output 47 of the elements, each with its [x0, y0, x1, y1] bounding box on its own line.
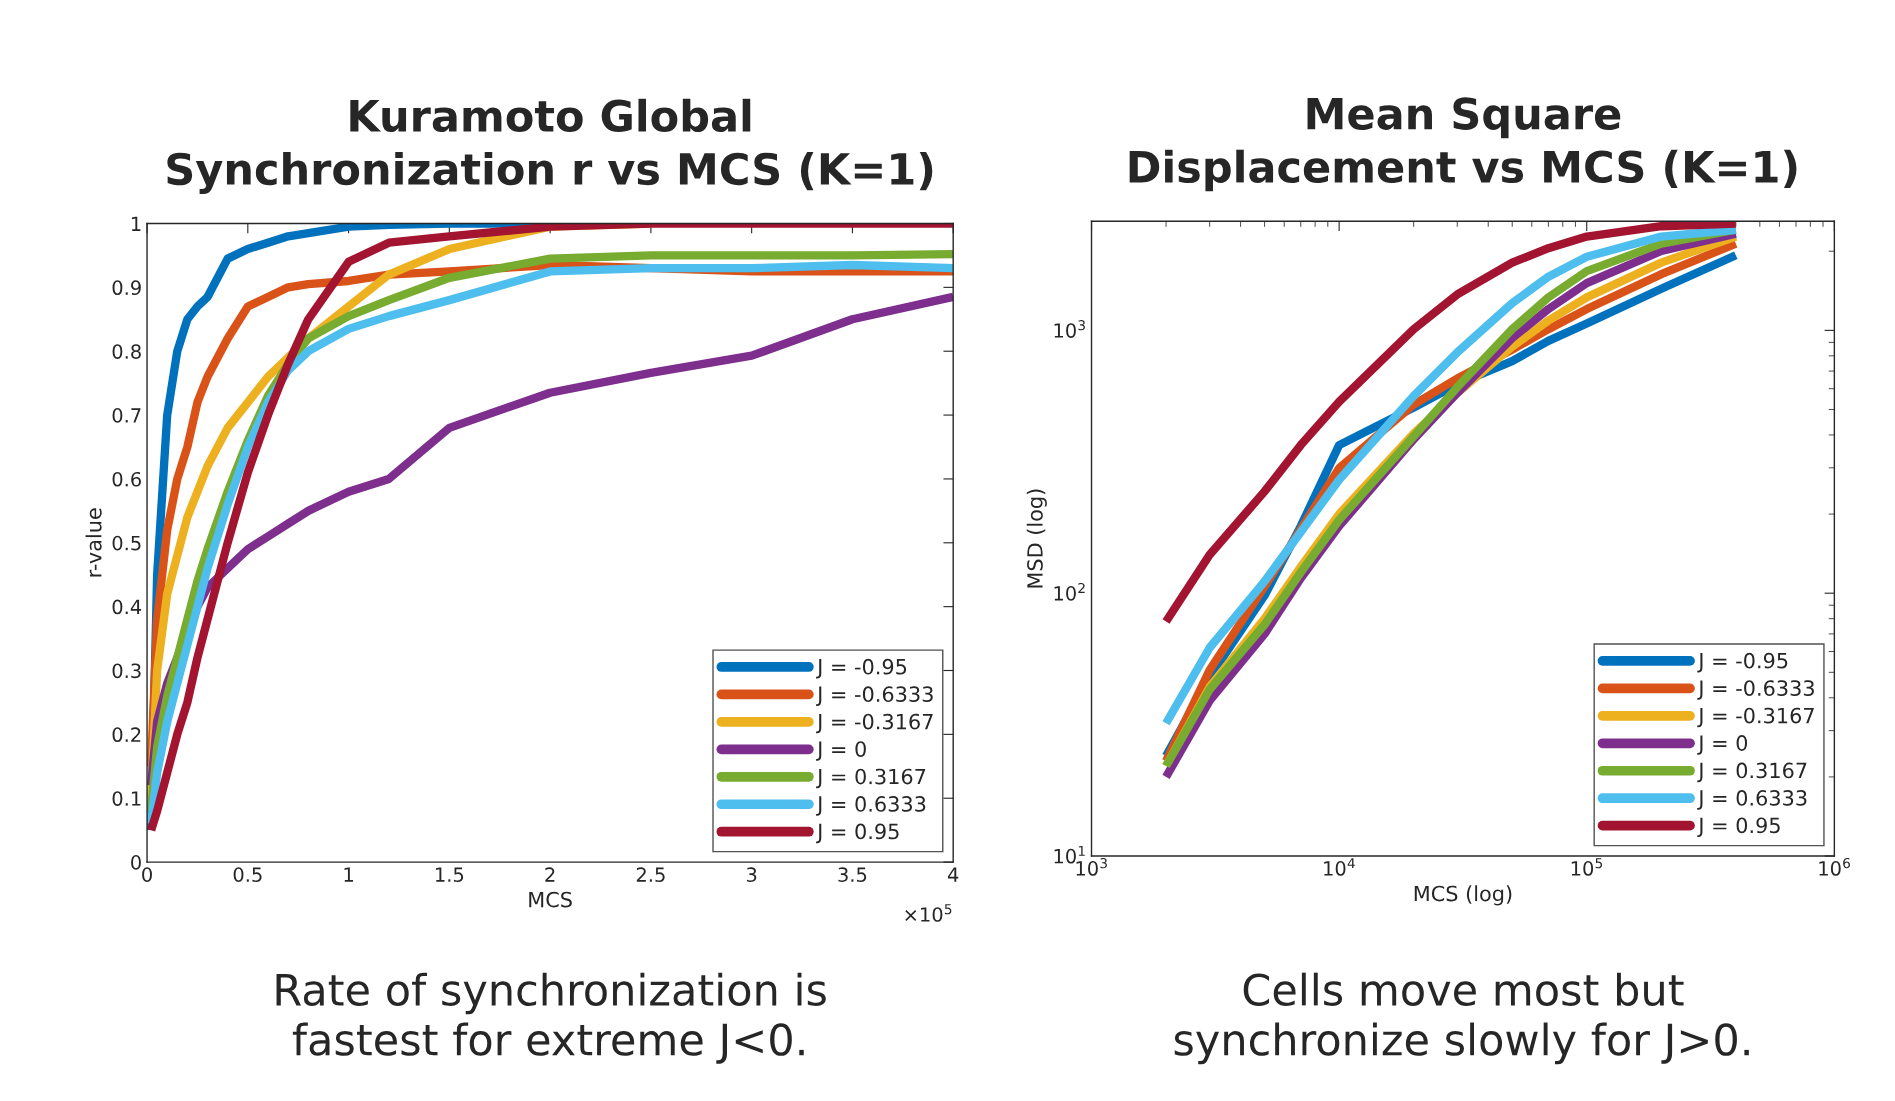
x-tick-label: 10$^{6}$ [1819, 857, 1850, 876]
x-tick-label: 1 [344, 867, 353, 882]
x-tick-label: 2.5 [636, 867, 665, 882]
legend-label: J = -0.3167 [816, 713, 933, 734]
legend-label: J = 0 [816, 741, 866, 761]
y-tick-label: 0.3 [112, 663, 141, 679]
text: ×10$^{5}$ [905, 904, 952, 922]
legend-label: J = -0.6333 [1697, 680, 1814, 700]
legend-label: J = 0.6333 [1697, 790, 1807, 810]
y-axis-title: MSD (log) [1026, 489, 1047, 588]
text: Cells move most but synchronize slowly for J>0. [1174, 972, 1749, 1065]
legend-label: J = -0.95 [1697, 652, 1788, 673]
x-tick-label: 10$^{4}$ [1324, 858, 1355, 876]
legend-label: J = -0.6333 [816, 686, 933, 706]
legend-label: J = 0 [1697, 735, 1748, 755]
chart-title: Kuramoto Global Synchronization r vs MCS (K=1) [167, 98, 933, 194]
legend-label: J = 0.6333 [816, 796, 926, 816]
y-tick-label: 10$^{3}$ [1054, 320, 1085, 338]
legend-label: J = -0.95 [816, 658, 907, 679]
x-tick-label: 10$^{5}$ [1571, 858, 1603, 876]
x-axis-title: MCS (log) [1414, 885, 1512, 906]
legend-label: J = 0.3167 [1697, 762, 1807, 783]
y-axis-title: r-value [85, 508, 102, 577]
y-tick-label: 0.1 [112, 791, 141, 806]
x-tick-label: 3.5 [838, 867, 867, 882]
y-tick-label: 1 [131, 216, 141, 231]
x-tick-label: 0 [142, 867, 152, 882]
y-tick-label: 0.4 [112, 599, 142, 615]
y-tick-label: 0.8 [112, 344, 141, 359]
legend-label: J = 0.95 [1697, 817, 1780, 838]
y-tick-label: 0.2 [112, 727, 141, 743]
x-tick-label: 1.5 [436, 867, 464, 882]
legend-label: J = 0.3167 [816, 768, 926, 789]
legend-label: J = -0.3167 [1697, 707, 1814, 728]
y-tick-label: 0.5 [112, 535, 141, 551]
text: Rate of synchronization is fastest for extreme J<0. [276, 972, 826, 1064]
legend-label: J = 0.95 [816, 823, 899, 844]
y-tick-label: 10$^{2}$ [1054, 582, 1085, 601]
y-tick-label: 0.6 [112, 471, 141, 487]
x-tick-label: 3 [746, 867, 757, 882]
y-tick-label: 0.7 [112, 408, 141, 423]
x-tick-label: 2 [545, 867, 555, 882]
y-tick-label: 0.9 [112, 280, 141, 296]
x-tick-label: 0.5 [233, 867, 262, 882]
x-tick-label: 4 [947, 867, 959, 882]
chart-title: Mean Square Displacement vs MCS (K=1) [1129, 97, 1797, 192]
x-axis-title: MCS [529, 891, 572, 908]
